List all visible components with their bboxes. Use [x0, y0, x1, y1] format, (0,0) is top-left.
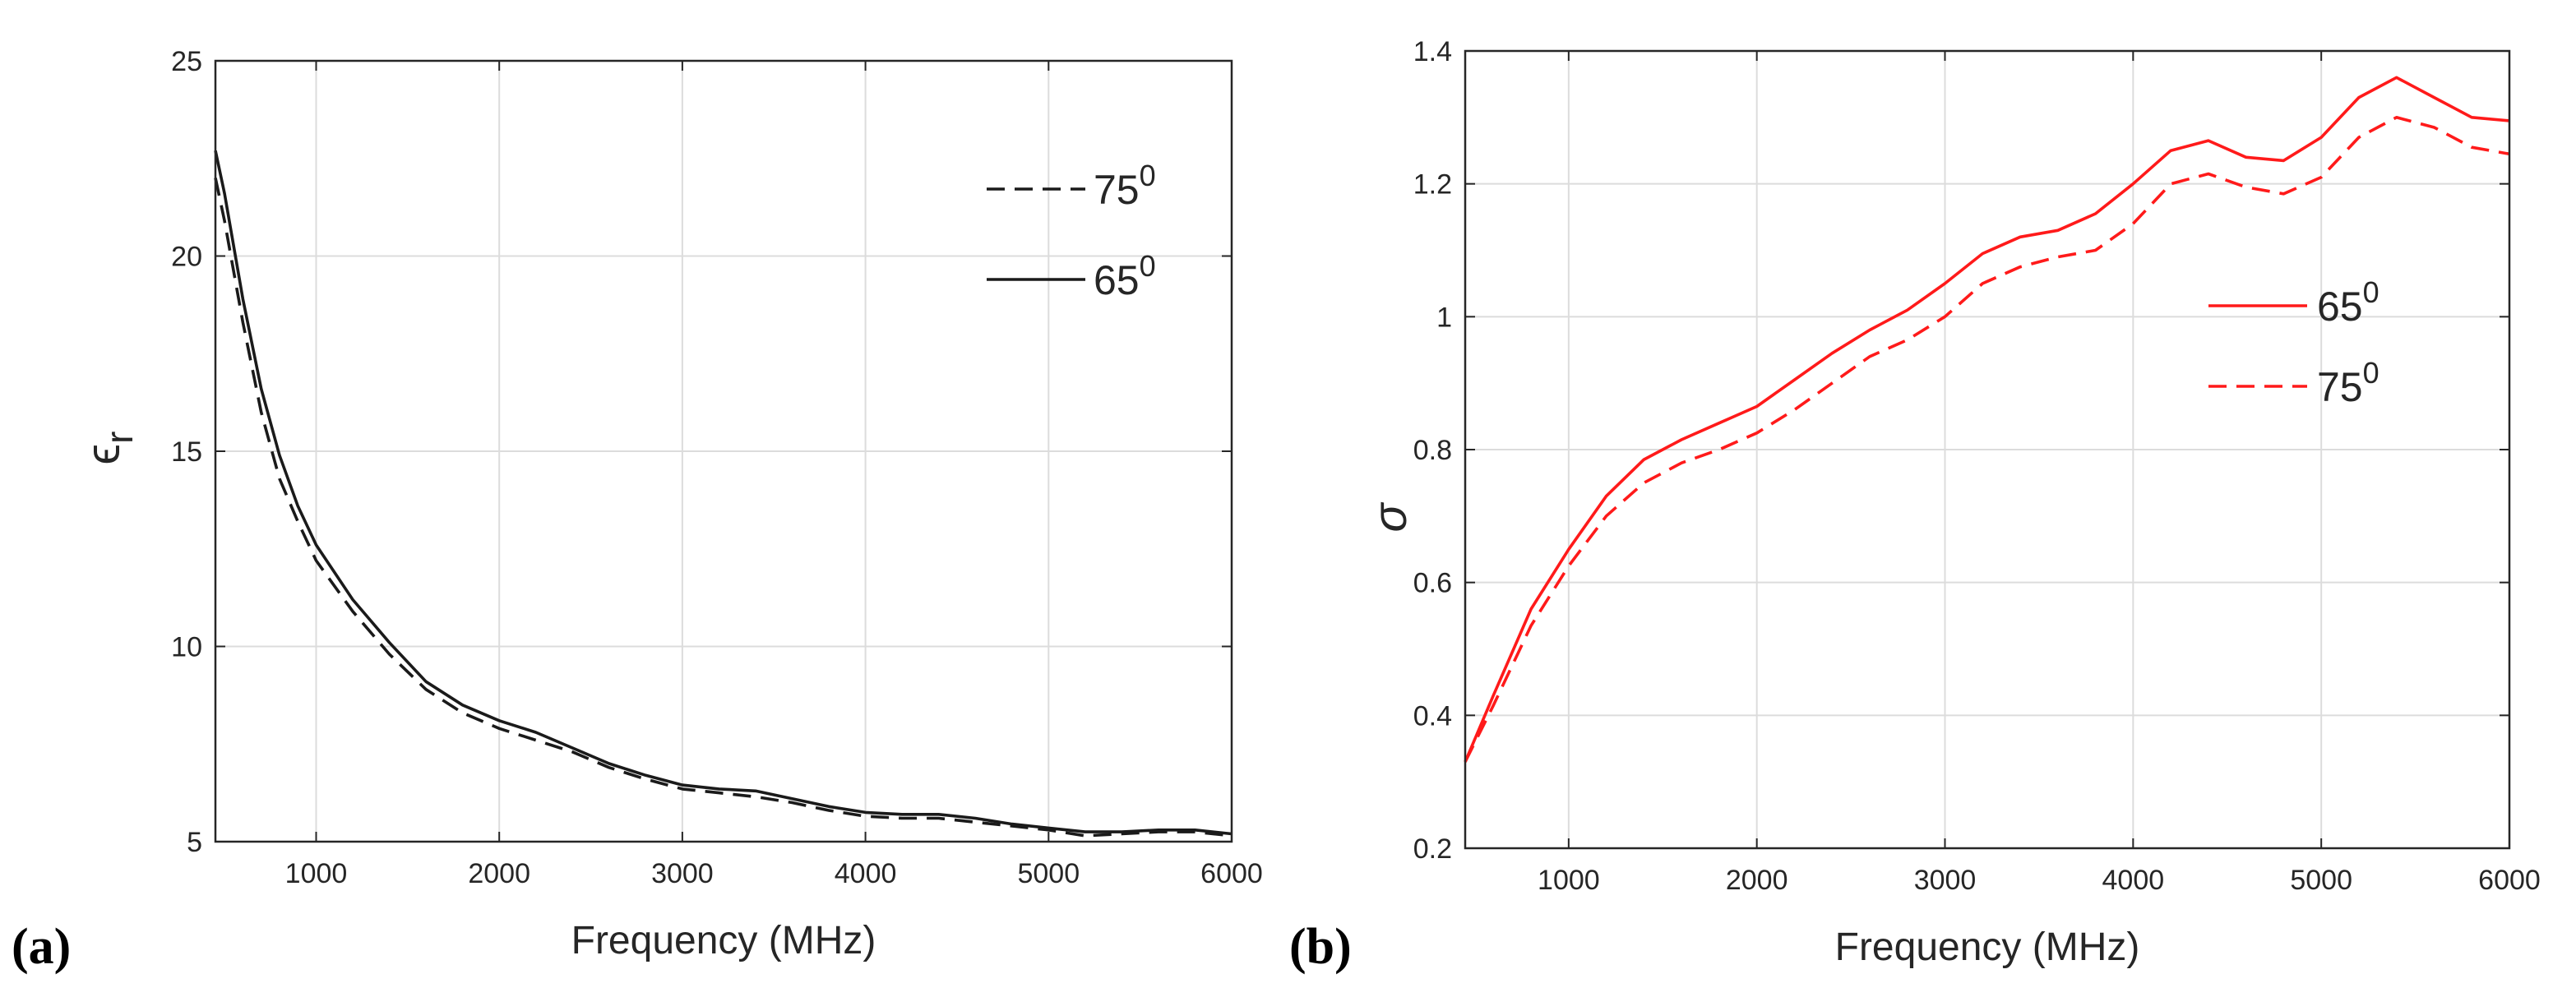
chart-a-panel-label: (a) — [12, 919, 71, 975]
chart-a-y-tick-label: 15 — [171, 436, 202, 468]
chart-b-y-tick-label: 1 — [1436, 302, 1452, 333]
chart-a-y-axis-label: ϵr — [76, 432, 141, 465]
chart-b-x-tick-label: 6000 — [2478, 865, 2541, 896]
chart-b-series-75-line — [1464, 116, 2510, 763]
chart-a-legend-label-sup: 0 — [1140, 249, 1156, 283]
chart-a-legend-label-base: 75 — [1094, 167, 1140, 213]
chart-a-x-tick-label: 3000 — [651, 858, 714, 889]
chart-b-y-tick-label: 0.4 — [1413, 700, 1452, 732]
chart-b-legend-label-75: 750 — [2317, 356, 2379, 410]
chart-a-y-axis-label-sub: r — [98, 432, 141, 444]
chart-b-legend-label-65: 650 — [2317, 275, 2379, 330]
chart-a-y-tick-label: 25 — [171, 46, 202, 77]
chart-b-y-tick-label: 0.8 — [1413, 435, 1452, 466]
chart-a-legend-label-75: 750 — [1094, 159, 1156, 213]
chart-a-x-tick-label: 6000 — [1200, 858, 1263, 889]
chart-b-series-65-line — [1464, 76, 2510, 763]
chart-b-x-tick-label: 3000 — [1914, 865, 1977, 896]
chart-b-y-tick-label: 1.4 — [1413, 36, 1452, 67]
chart-b-x-tick-label: 2000 — [1726, 865, 1788, 896]
chart-a-legend-label-base: 65 — [1094, 257, 1140, 303]
chart-a-x-tick-label: 2000 — [468, 858, 530, 889]
chart-a-x-tick-label: 1000 — [285, 858, 348, 889]
chart-a-series-75-line — [214, 178, 1233, 838]
chart-a-legend-label-sup: 0 — [1140, 159, 1156, 192]
chart-b-x-tick-label: 4000 — [2102, 865, 2165, 896]
chart-b-x-tick-label: 1000 — [1538, 865, 1600, 896]
chart-b-y-tick-label: 0.6 — [1413, 568, 1452, 599]
chart-a-x-tick-label: 5000 — [1017, 858, 1080, 889]
chart-a-y-tick-label: 5 — [187, 827, 202, 858]
chart-a-legend-label-65: 650 — [1094, 249, 1156, 303]
chart-b-y-tick-label: 1.2 — [1413, 169, 1452, 201]
chart-b-legend-label-base: 65 — [2317, 284, 2363, 330]
chart-a-y-tick-label: 20 — [171, 242, 202, 273]
chart-a-y-axis-label-main: ϵ — [76, 444, 130, 465]
chart-b-panel-label: (b) — [1289, 919, 1352, 975]
chart-b-y-tick-label: 0.2 — [1413, 833, 1452, 865]
chart-a-y-tick-label: 10 — [171, 632, 202, 663]
chart-b-x-axis-label: Frequency (MHz) — [1835, 925, 2140, 969]
chart-a-x-axis-label: Frequency (MHz) — [571, 919, 876, 962]
chart-b-legend-label-sup: 0 — [2363, 275, 2379, 309]
chart-a-series-65-line — [214, 150, 1233, 836]
chart-b: 1000 2000 3000 4000 5000 6000 0.2 0.4 0.6 0.8 1 1.2… — [1289, 36, 2541, 975]
chart-b-x-tick-label: 5000 — [2290, 865, 2352, 896]
chart-b-y-axis-label: σ — [1363, 501, 1417, 532]
chart-a-x-tick-label: 4000 — [835, 858, 897, 889]
chart-a: 1000 2000 3000 4000 5000 6000 5 10 15 20 25 Frequen… — [12, 46, 1263, 975]
chart-b-legend-label-base: 75 — [2317, 364, 2363, 410]
chart-b-legend-label-sup: 0 — [2363, 356, 2379, 390]
